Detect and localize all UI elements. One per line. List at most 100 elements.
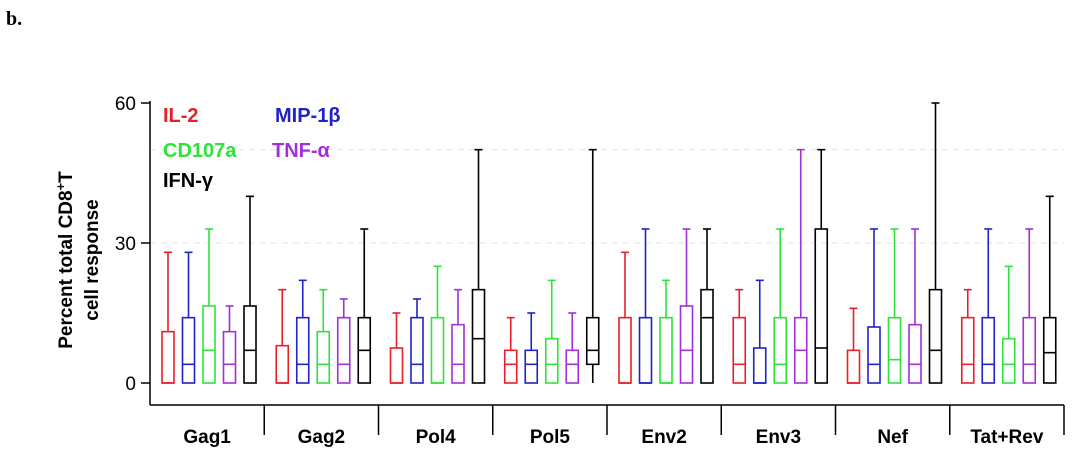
box-rect (732, 316, 747, 384)
box-MIP-1β-Nef (867, 228, 881, 384)
box-TNF-α-Gag2 (336, 298, 351, 384)
box-IFN-γ-Tat+Rev (1042, 195, 1057, 384)
box-rect (430, 316, 445, 384)
box-rect (887, 316, 902, 384)
x-category-label: Env3 (756, 427, 801, 448)
box-IL-2-Env2 (618, 251, 632, 384)
box-rect (773, 316, 788, 384)
x-category-label: Env2 (641, 427, 686, 448)
box-rect (295, 316, 310, 384)
box-TNF-α-Pol4 (451, 288, 465, 384)
box-rect (389, 347, 404, 384)
box-rect (814, 228, 829, 384)
box-IL-2-Nef (846, 307, 861, 384)
x-category-label: Gag1 (183, 427, 231, 448)
box-rect (316, 330, 331, 384)
box-IFN-γ-Nef (928, 102, 943, 384)
box-TNF-α-Env2 (679, 228, 694, 384)
box-rect (960, 316, 975, 384)
grid-layer (150, 149, 1064, 244)
box-MIP-1β-Env2 (638, 228, 653, 384)
box-CD107a-Pol5 (544, 279, 559, 384)
box-TNF-α-Pol5 (565, 312, 580, 384)
box-MIP-1β-Pol4 (410, 298, 424, 384)
legend-entry: MIP-1β (275, 105, 341, 127)
box-rect (752, 347, 767, 384)
box-rect (181, 316, 196, 384)
box-rect (544, 337, 559, 384)
box-rect (981, 316, 996, 384)
legend-entry: IL-2 (163, 105, 199, 127)
box-rect (1001, 337, 1016, 384)
box-IFN-γ-Gag2 (357, 228, 372, 384)
y-tick-label: 60 (115, 94, 136, 115)
box-MIP-1β-Env3 (752, 279, 767, 384)
box-CD107a-Tat+Rev (1001, 265, 1016, 384)
x-category-label: Nef (877, 427, 908, 448)
box-IFN-γ-Pol5 (585, 148, 600, 383)
x-category-label: Tat+Rev (970, 427, 1043, 448)
x-category-label: Pol4 (416, 427, 457, 448)
x-category-label: Pol5 (530, 427, 571, 448)
boxes-layer (161, 102, 1057, 384)
legend-entry: CD107a (163, 140, 237, 162)
box-rect (471, 288, 486, 384)
box-rect (618, 316, 632, 384)
box-CD107a-Gag1 (202, 228, 216, 384)
box-IL-2-Tat+Rev (960, 288, 975, 384)
y-tick-label: 30 (115, 234, 136, 255)
box-IL-2-Gag1 (161, 251, 175, 384)
box-rect (161, 330, 175, 384)
box-rect (503, 349, 518, 384)
box-rect (585, 316, 600, 366)
box-rect (638, 316, 653, 384)
box-rect (524, 349, 539, 384)
box-rect (659, 316, 673, 384)
box-rect (410, 316, 424, 384)
box-CD107a-Nef (887, 228, 902, 384)
box-IL-2-Pol5 (503, 316, 518, 384)
x-category-label: Gag2 (298, 427, 346, 448)
box-IL-2-Env3 (732, 288, 747, 384)
y-axis-label-line2: cell response (82, 199, 103, 320)
box-rect (700, 288, 714, 384)
box-rect (928, 288, 943, 384)
legend-entry: IFN-γ (163, 170, 214, 192)
y-tick-label: 0 (125, 374, 136, 395)
box-CD107a-Env2 (659, 279, 673, 384)
box-rect (1042, 316, 1057, 384)
box-CD107a-Env3 (773, 228, 788, 384)
box-IFN-γ-Pol4 (471, 148, 486, 384)
panel-label: b. (6, 8, 23, 30)
box-IL-2-Pol4 (389, 312, 404, 384)
box-rect (1022, 316, 1037, 384)
box-rect (202, 305, 216, 384)
box-IL-2-Gag2 (275, 288, 290, 384)
box-TNF-α-Gag1 (222, 305, 237, 384)
box-IFN-γ-Env3 (814, 148, 829, 384)
box-IFN-γ-Gag1 (243, 195, 257, 384)
box-rect (908, 323, 922, 384)
box-IFN-γ-Env2 (700, 228, 714, 384)
box-rect (451, 323, 465, 384)
box-rect (275, 344, 290, 384)
axes-layer: 0 30 60 Gag1 Gag2 Pol4 Pol5 Env2 Env3 Nef Tat+Rev (115, 94, 1065, 448)
box-TNF-α-Nef (908, 228, 922, 384)
box-CD107a-Pol4 (430, 265, 445, 384)
box-rect (867, 326, 881, 384)
legend-entry: TNF-α (272, 140, 331, 162)
box-rect (243, 305, 257, 384)
y-axis-label: Percent total CD8+T (53, 171, 77, 349)
box-rect (565, 349, 580, 384)
legend: IL-2 MIP-1β CD107a TNF-α IFN-γ (163, 105, 341, 192)
box-TNF-α-Env3 (793, 148, 808, 384)
box-MIP-1β-Gag1 (181, 251, 196, 384)
box-CD107a-Gag2 (316, 288, 331, 384)
box-rect (336, 316, 351, 384)
box-MIP-1β-Pol5 (524, 312, 539, 384)
box-rect (679, 305, 694, 384)
box-MIP-1β-Tat+Rev (981, 228, 996, 384)
box-rect (222, 330, 237, 384)
box-MIP-1β-Gag2 (295, 279, 310, 384)
